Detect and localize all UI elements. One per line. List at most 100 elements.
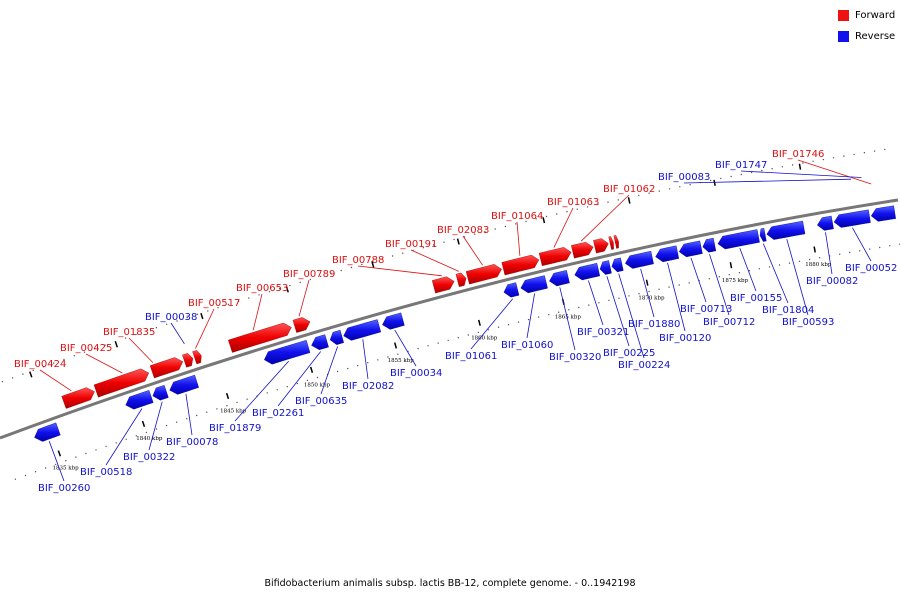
gene-bif-01879[interactable] [264, 339, 311, 365]
gene-label-bif-00260[interactable]: BIF_00260 [38, 483, 90, 494]
gene-bif-00712[interactable] [702, 237, 717, 253]
ruler-dot [246, 398, 248, 400]
gene-bif-00593[interactable] [766, 220, 806, 240]
gene-label-bif-00789[interactable]: BIF_00789 [283, 269, 335, 280]
gene-label-bif-00425[interactable]: BIF_00425 [60, 343, 112, 354]
gene-bif-00635[interactable] [329, 329, 344, 345]
gene-label-bif-00083[interactable]: BIF_00083 [658, 172, 710, 183]
gene-bif-01804[interactable] [759, 227, 767, 242]
gene-bif-02082[interactable] [343, 319, 382, 341]
gene-label-bif-00225[interactable]: BIF_00225 [603, 348, 655, 359]
gene-label-bif-00518[interactable]: BIF_00518 [80, 467, 132, 478]
gene-bif-01061[interactable] [503, 282, 520, 298]
gene-label-bif-00712[interactable]: BIF_00712 [703, 317, 755, 328]
gene-bif-01880[interactable] [625, 250, 654, 269]
gene-label-bif-00082[interactable]: BIF_00082 [806, 276, 858, 287]
gene-label-bif-00155[interactable]: BIF_00155 [730, 293, 782, 304]
gene-bif-00518[interactable] [125, 390, 154, 410]
gene-label-bif-01835[interactable]: BIF_01835 [103, 327, 155, 338]
gene-bif-00225[interactable] [599, 260, 612, 275]
ruler-dot [125, 438, 127, 440]
gene-label-bif-01062[interactable]: BIF_01062 [603, 184, 655, 195]
gene-label-bif-01060[interactable]: BIF_01060 [501, 340, 553, 351]
gene-label-bif-00224[interactable]: BIF_00224 [618, 360, 670, 371]
tick-label: 1880 kbp [805, 262, 832, 268]
tick-mark-upper [200, 312, 204, 320]
gene-bif-01747[interactable] [608, 236, 614, 250]
gene-label-bif-00038[interactable]: BIF_00038 [145, 312, 197, 323]
ruler-dot [73, 355, 76, 357]
gene-bif-00713[interactable] [678, 240, 703, 258]
ruler-dot [289, 284, 291, 287]
gene-bif-00653[interactable] [228, 322, 292, 353]
gene-label-bif-02261[interactable]: BIF_02261 [252, 408, 304, 419]
gene-bif-01062[interactable] [571, 241, 594, 259]
gene-label-bif-00593[interactable]: BIF_00593 [782, 317, 834, 328]
gene-bif-02261[interactable] [311, 334, 329, 351]
callout-line [362, 339, 369, 380]
gene-label-bif-00322[interactable]: BIF_00322 [123, 452, 175, 463]
ruler-dot [135, 333, 137, 336]
gene-label-bif-00052[interactable]: BIF_00052 [845, 263, 897, 274]
gene-bif-00517[interactable] [192, 350, 202, 365]
callout-line [39, 369, 72, 392]
gene-label-bif-01804[interactable]: BIF_01804 [762, 305, 814, 316]
ruler-dot [668, 188, 671, 190]
gene-bif-01064[interactable] [501, 254, 540, 276]
ruler-dot [44, 467, 47, 469]
gene-bif-00322[interactable] [152, 384, 169, 401]
callout-line [298, 279, 310, 317]
callout-line [85, 353, 123, 374]
gene-label-bif-02082[interactable]: BIF_02082 [342, 381, 394, 392]
gene-label-bif-00517[interactable]: BIF_00517 [188, 298, 240, 309]
gene-label-bif-00653[interactable]: BIF_00653 [236, 283, 288, 294]
ruler-dot [658, 190, 660, 192]
gene-bif-00320[interactable] [549, 270, 570, 287]
gene-bif-00155[interactable] [717, 229, 760, 250]
gene-label-bif-00713[interactable]: BIF_00713 [680, 304, 732, 315]
gene-label-bif-01063[interactable]: BIF_01063 [547, 197, 599, 208]
gene-bif-00082[interactable] [817, 215, 834, 231]
ruler-dot [853, 153, 855, 156]
gene-bif-00424[interactable] [61, 387, 95, 409]
gene-label-bif-00788[interactable]: BIF_00788 [332, 255, 384, 266]
gene-label-bif-00321[interactable]: BIF_00321 [577, 327, 629, 338]
gene-label-bif-00120[interactable]: BIF_00120 [659, 333, 711, 344]
ruler-dot [381, 258, 383, 260]
gene-label-bif-00078[interactable]: BIF_00078 [166, 437, 218, 448]
gene-bif-00038[interactable] [182, 353, 194, 368]
gene-label-bif-00635[interactable]: BIF_00635 [295, 396, 347, 407]
gene-bif-01063[interactable] [538, 247, 572, 267]
gene-bif-00789[interactable] [292, 317, 311, 333]
gene-label-bif-01747[interactable]: BIF_01747 [715, 160, 767, 171]
ruler-dot [115, 442, 117, 444]
gene-bif-01746[interactable] [593, 238, 609, 254]
gene-bif-00321[interactable] [574, 262, 601, 281]
gene-label-bif-00191[interactable]: BIF_00191 [385, 239, 437, 250]
gene-bif-00120[interactable] [655, 245, 680, 263]
gene-bif-00191[interactable] [455, 272, 467, 288]
gene-label-bif-01061[interactable]: BIF_01061 [445, 351, 497, 362]
gene-bif-00224[interactable] [611, 257, 624, 273]
gene-label-bif-02083[interactable]: BIF_02083 [437, 225, 489, 236]
gene-label-bif-00034[interactable]: BIF_00034 [390, 368, 442, 379]
gene-bif-02083[interactable] [465, 264, 502, 285]
gene-label-bif-01879[interactable]: BIF_01879 [209, 423, 261, 434]
gene-bif-00260[interactable] [34, 422, 61, 442]
gene-bif-00788[interactable] [431, 276, 455, 294]
gene-label-bif-01746[interactable]: BIF_01746 [772, 149, 824, 160]
gene-bif-00078[interactable] [169, 374, 199, 395]
gene-label-bif-00424[interactable]: BIF_00424 [14, 359, 66, 370]
gene-bif-01060[interactable] [520, 275, 548, 294]
gene-bif-00083[interactable] [613, 235, 619, 249]
gene-bif-01835[interactable] [149, 357, 184, 379]
gene-label-bif-01064[interactable]: BIF_01064 [491, 211, 543, 222]
gene-bif-00052b[interactable] [870, 205, 896, 222]
gene-bif-00425[interactable] [93, 368, 150, 398]
gene-bif-00052[interactable] [833, 209, 871, 228]
ruler-dot [863, 152, 866, 154]
gene-label-bif-01880[interactable]: BIF_01880 [628, 319, 680, 330]
gene-label-bif-00320[interactable]: BIF_00320 [549, 352, 601, 363]
gene-bif-00034[interactable] [382, 312, 405, 330]
ruler-dot [175, 421, 178, 423]
